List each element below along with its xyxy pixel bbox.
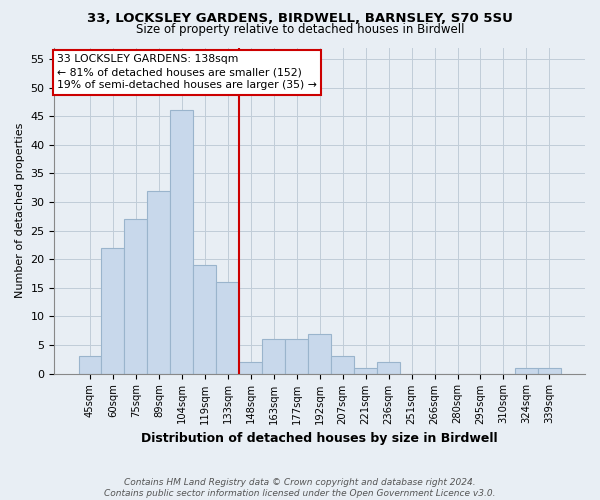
Bar bbox=[101, 248, 124, 374]
Text: 33, LOCKSLEY GARDENS, BIRDWELL, BARNSLEY, S70 5SU: 33, LOCKSLEY GARDENS, BIRDWELL, BARNSLEY… bbox=[87, 12, 513, 26]
Bar bbox=[331, 356, 354, 374]
Bar bbox=[239, 362, 262, 374]
X-axis label: Distribution of detached houses by size in Birdwell: Distribution of detached houses by size … bbox=[142, 432, 498, 445]
Bar bbox=[193, 265, 217, 374]
Bar bbox=[285, 339, 308, 374]
Text: Size of property relative to detached houses in Birdwell: Size of property relative to detached ho… bbox=[136, 24, 464, 36]
Bar bbox=[148, 190, 170, 374]
Bar bbox=[354, 368, 377, 374]
Y-axis label: Number of detached properties: Number of detached properties bbox=[15, 123, 25, 298]
Bar bbox=[217, 282, 239, 374]
Bar bbox=[538, 368, 561, 374]
Bar bbox=[308, 334, 331, 374]
Text: 33 LOCKSLEY GARDENS: 138sqm
← 81% of detached houses are smaller (152)
19% of se: 33 LOCKSLEY GARDENS: 138sqm ← 81% of det… bbox=[57, 54, 317, 90]
Bar bbox=[515, 368, 538, 374]
Bar bbox=[124, 219, 148, 374]
Bar bbox=[262, 339, 285, 374]
Bar bbox=[170, 110, 193, 374]
Bar bbox=[79, 356, 101, 374]
Text: Contains HM Land Registry data © Crown copyright and database right 2024.
Contai: Contains HM Land Registry data © Crown c… bbox=[104, 478, 496, 498]
Bar bbox=[377, 362, 400, 374]
